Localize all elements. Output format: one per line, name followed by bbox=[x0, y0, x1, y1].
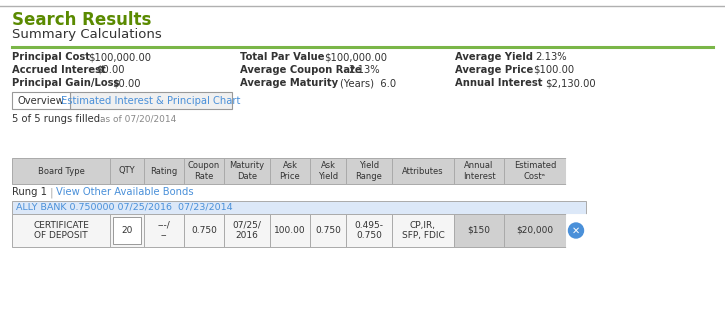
Text: Coupon
Rate: Coupon Rate bbox=[188, 161, 220, 181]
Text: Accrued Interest: Accrued Interest bbox=[12, 65, 106, 75]
Text: $20,000: $20,000 bbox=[516, 226, 554, 235]
Text: Ask
Yield: Ask Yield bbox=[318, 161, 338, 181]
Bar bbox=[392, 214, 454, 247]
Text: Estimated
Costᵃ: Estimated Costᵃ bbox=[514, 161, 556, 181]
Bar bbox=[270, 214, 310, 247]
Bar bbox=[12, 214, 110, 247]
Text: CERTIFICATE
OF DEPOSIT: CERTIFICATE OF DEPOSIT bbox=[33, 221, 89, 240]
Text: 0.750: 0.750 bbox=[191, 226, 217, 235]
Text: Maturity
Date: Maturity Date bbox=[229, 161, 265, 181]
Bar bbox=[224, 214, 270, 247]
Text: QTY: QTY bbox=[119, 166, 136, 175]
Text: as of 07/20/2014: as of 07/20/2014 bbox=[100, 114, 176, 123]
Text: Average Price: Average Price bbox=[455, 65, 534, 75]
Bar bbox=[12, 92, 70, 109]
Text: Average Coupon Rate: Average Coupon Rate bbox=[240, 65, 362, 75]
Bar bbox=[70, 92, 232, 109]
Text: View Other Available Bonds: View Other Available Bonds bbox=[56, 187, 194, 197]
Text: ALLY BANK 0.750000 07/25/2016  07/23/2014: ALLY BANK 0.750000 07/25/2016 07/23/2014 bbox=[16, 203, 233, 212]
Text: $100,000.00: $100,000.00 bbox=[324, 52, 387, 62]
Text: 5 of 5 rungs filled:: 5 of 5 rungs filled: bbox=[12, 114, 104, 124]
Text: Attributes: Attributes bbox=[402, 166, 444, 175]
Bar bbox=[346, 214, 392, 247]
Text: $0.00: $0.00 bbox=[96, 65, 125, 75]
Bar bbox=[110, 214, 144, 247]
Text: Total Par Value: Total Par Value bbox=[240, 52, 325, 62]
Bar bbox=[110, 158, 144, 184]
Bar bbox=[504, 214, 566, 247]
Text: CP,IR,
SFP, FDIC: CP,IR, SFP, FDIC bbox=[402, 221, 444, 240]
Text: $150: $150 bbox=[468, 226, 491, 235]
Text: 2.13%: 2.13% bbox=[535, 52, 567, 62]
Text: Rung 1: Rung 1 bbox=[12, 187, 47, 197]
Bar bbox=[113, 217, 141, 244]
Text: Search Results: Search Results bbox=[12, 11, 152, 29]
Text: Summary Calculations: Summary Calculations bbox=[12, 28, 162, 41]
Bar bbox=[270, 158, 310, 184]
Text: Principal Gain/Loss: Principal Gain/Loss bbox=[12, 78, 120, 88]
Text: Average Yield: Average Yield bbox=[455, 52, 533, 62]
Bar bbox=[504, 158, 566, 184]
Text: |: | bbox=[47, 187, 57, 197]
Bar bbox=[566, 158, 586, 184]
Text: 20: 20 bbox=[121, 226, 133, 235]
Bar bbox=[454, 214, 504, 247]
Bar bbox=[144, 214, 184, 247]
Bar bbox=[310, 158, 346, 184]
Bar bbox=[224, 158, 270, 184]
Text: Principal Cost: Principal Cost bbox=[12, 52, 90, 62]
Text: 0.495-
0.750: 0.495- 0.750 bbox=[355, 221, 384, 240]
Text: Yield
Range: Yield Range bbox=[355, 161, 382, 181]
Text: $0.00: $0.00 bbox=[112, 78, 141, 88]
Text: Overview: Overview bbox=[17, 95, 65, 106]
Text: 07/25/
2016: 07/25/ 2016 bbox=[233, 221, 262, 240]
Bar bbox=[392, 158, 454, 184]
Bar bbox=[454, 158, 504, 184]
Circle shape bbox=[568, 223, 584, 238]
Bar bbox=[310, 214, 346, 247]
Text: 0.750: 0.750 bbox=[315, 226, 341, 235]
Text: $2,130.00: $2,130.00 bbox=[545, 78, 596, 88]
Text: Average Maturity: Average Maturity bbox=[240, 78, 338, 88]
Bar bbox=[566, 214, 586, 247]
Text: Ask
Price: Ask Price bbox=[280, 161, 300, 181]
Text: ---/
--: ---/ -- bbox=[157, 221, 170, 240]
Bar bbox=[184, 158, 224, 184]
Text: (Years)  6.0: (Years) 6.0 bbox=[340, 78, 396, 88]
Bar bbox=[12, 201, 586, 214]
Text: $100.00: $100.00 bbox=[533, 65, 574, 75]
Text: 2.13%: 2.13% bbox=[348, 65, 380, 75]
Text: Board Type: Board Type bbox=[38, 166, 84, 175]
Text: Estimated Interest & Principal Chart: Estimated Interest & Principal Chart bbox=[62, 95, 241, 106]
Text: $100,000.00: $100,000.00 bbox=[88, 52, 151, 62]
Bar bbox=[346, 158, 392, 184]
Text: Annual
Interest: Annual Interest bbox=[463, 161, 495, 181]
Text: Rating: Rating bbox=[150, 166, 178, 175]
Bar bbox=[12, 158, 110, 184]
Bar bbox=[144, 158, 184, 184]
Bar bbox=[184, 214, 224, 247]
Text: Annual Interest: Annual Interest bbox=[455, 78, 542, 88]
Text: 100.00: 100.00 bbox=[274, 226, 306, 235]
Text: ✕: ✕ bbox=[572, 226, 580, 236]
